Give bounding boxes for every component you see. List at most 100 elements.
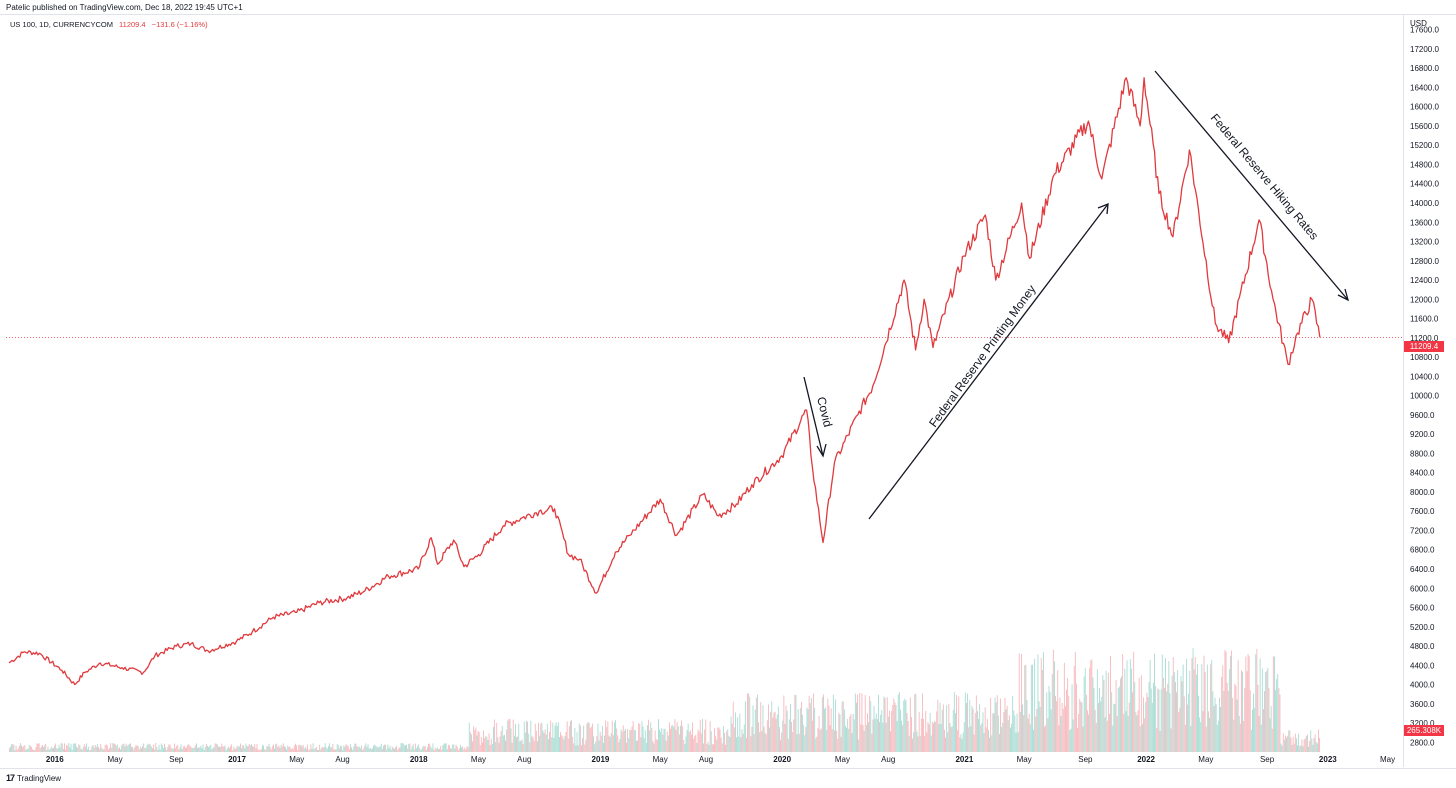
volume-bar [1238,715,1240,752]
volume-bar [709,721,711,752]
volume-bar [187,744,189,752]
volume-bar [986,718,988,752]
volume-bar [260,749,262,752]
volume-bar [1066,689,1067,752]
volume-bar [915,693,917,752]
volume-bar [792,732,794,752]
volume-bar [478,732,480,752]
volume-bar [970,726,972,752]
volume-bar [973,734,975,752]
volume-bar [80,748,82,752]
volume-bar [1019,712,1021,752]
volume-bar [619,738,621,752]
volume-bar [647,725,648,752]
volume-bar [363,748,365,752]
volume-bar [889,710,890,752]
volume-bar [856,702,857,752]
volume-bar [1118,686,1120,752]
volume-bar [638,723,640,752]
volume-bar [832,694,834,752]
volume-bar [644,730,646,752]
volume-bar [1166,691,1168,752]
y-tick-label: 17600.0 [1410,26,1439,35]
volume-bar [1279,694,1281,752]
volume-bar [1038,701,1040,752]
volume-bar [286,749,288,752]
volume-bar [54,745,55,752]
volume-bar [131,746,132,752]
volume-bar [969,700,971,752]
volume-bar [155,743,157,752]
volume-bar [984,707,986,752]
y-tick-label: 13600.0 [1410,218,1439,227]
volume-bar [724,732,725,752]
volume-bar [621,731,623,752]
volume-bar [342,749,344,752]
volume-bar [1237,660,1239,752]
volume-bar [309,749,311,752]
volume-bar [1162,678,1164,752]
volume-bar [1037,654,1039,752]
volume-bar [544,729,546,752]
volume-bar [794,694,796,752]
volume-bar [314,748,316,752]
volume-bar [242,745,244,752]
volume-bar [1186,658,1187,752]
volume-bar [139,746,141,752]
volume-bar [628,738,630,752]
volume-bar [838,712,840,752]
price-change: −131.6 (−1.16%) [151,20,208,29]
volume-bar [960,734,962,752]
volume-bar [559,737,560,752]
x-tick-label: 2018 [410,755,428,764]
volume-bar [413,749,415,752]
volume-bar [219,747,220,752]
volume-bar [909,697,911,752]
volume-bar [768,704,769,752]
volume-bar [491,744,493,752]
volume-bar [511,742,513,752]
volume-bar [880,714,882,752]
volume-bar [609,736,611,752]
volume-bar [144,747,146,752]
volume-bar [842,701,844,752]
volume-bar [692,722,693,752]
volume-bar [897,694,899,752]
volume-bar [1131,668,1132,752]
volume-bar [1175,682,1176,752]
volume-bar [903,700,905,752]
volume-bar [878,694,879,752]
volume-bar [927,722,929,752]
volume-bar [967,693,968,752]
volume-bar [398,748,400,752]
volume-bar [616,728,618,752]
volume-bar [50,746,52,752]
volume-bar [750,736,752,752]
volume-bar [1058,725,1060,752]
x-tick-label: 2017 [228,755,246,764]
volume-bar [584,744,586,752]
volume-bar [1008,715,1010,752]
volume-bar [971,705,973,752]
volume-bar [1318,729,1319,752]
volume-bar [94,745,96,752]
volume-bar [1220,707,1221,752]
volume-bar [138,749,140,752]
volume-bar [673,727,675,752]
volume-bar [848,728,850,752]
volume-bar [403,745,405,752]
volume-bar [928,724,930,752]
volume-bar [651,728,653,752]
volume-bar [599,731,601,752]
volume-bar [594,744,596,752]
volume-bar [801,701,802,752]
volume-bar [775,718,777,752]
volume-bar [590,726,592,752]
volume-bar [425,749,427,752]
volume-bar [948,703,950,752]
volume-bar [721,743,723,752]
volume-bar [671,725,673,752]
volume-bar [101,747,103,752]
volume-bar [346,745,348,752]
